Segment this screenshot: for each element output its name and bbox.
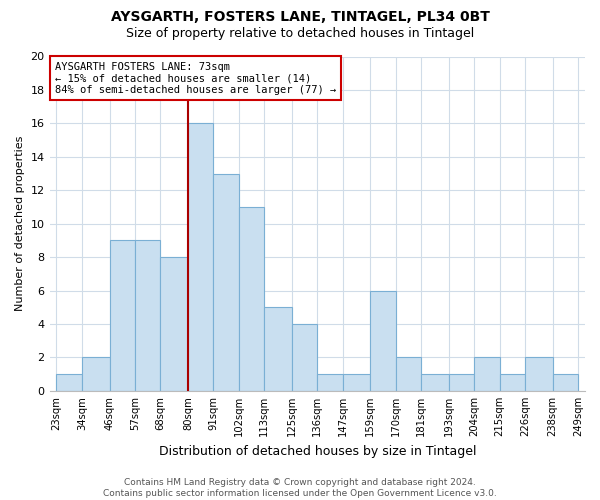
- Bar: [135, 240, 160, 391]
- Bar: [474, 358, 500, 391]
- Text: AYSGARTH, FOSTERS LANE, TINTAGEL, PL34 0BT: AYSGARTH, FOSTERS LANE, TINTAGEL, PL34 0…: [110, 10, 490, 24]
- Text: Contains HM Land Registry data © Crown copyright and database right 2024.
Contai: Contains HM Land Registry data © Crown c…: [103, 478, 497, 498]
- Bar: [264, 308, 292, 391]
- Bar: [500, 374, 525, 391]
- Bar: [553, 374, 578, 391]
- Bar: [214, 174, 239, 391]
- Bar: [421, 374, 449, 391]
- X-axis label: Distribution of detached houses by size in Tintagel: Distribution of detached houses by size …: [158, 444, 476, 458]
- Bar: [82, 358, 110, 391]
- Bar: [525, 358, 553, 391]
- Bar: [343, 374, 370, 391]
- Bar: [160, 257, 188, 391]
- Bar: [188, 124, 214, 391]
- Bar: [396, 358, 421, 391]
- Bar: [110, 240, 135, 391]
- Text: AYSGARTH FOSTERS LANE: 73sqm
← 15% of detached houses are smaller (14)
84% of se: AYSGARTH FOSTERS LANE: 73sqm ← 15% of de…: [55, 62, 336, 94]
- Bar: [317, 374, 343, 391]
- Bar: [56, 374, 82, 391]
- Bar: [239, 207, 264, 391]
- Text: Size of property relative to detached houses in Tintagel: Size of property relative to detached ho…: [126, 28, 474, 40]
- Bar: [449, 374, 474, 391]
- Y-axis label: Number of detached properties: Number of detached properties: [15, 136, 25, 312]
- Bar: [370, 290, 396, 391]
- Bar: [292, 324, 317, 391]
